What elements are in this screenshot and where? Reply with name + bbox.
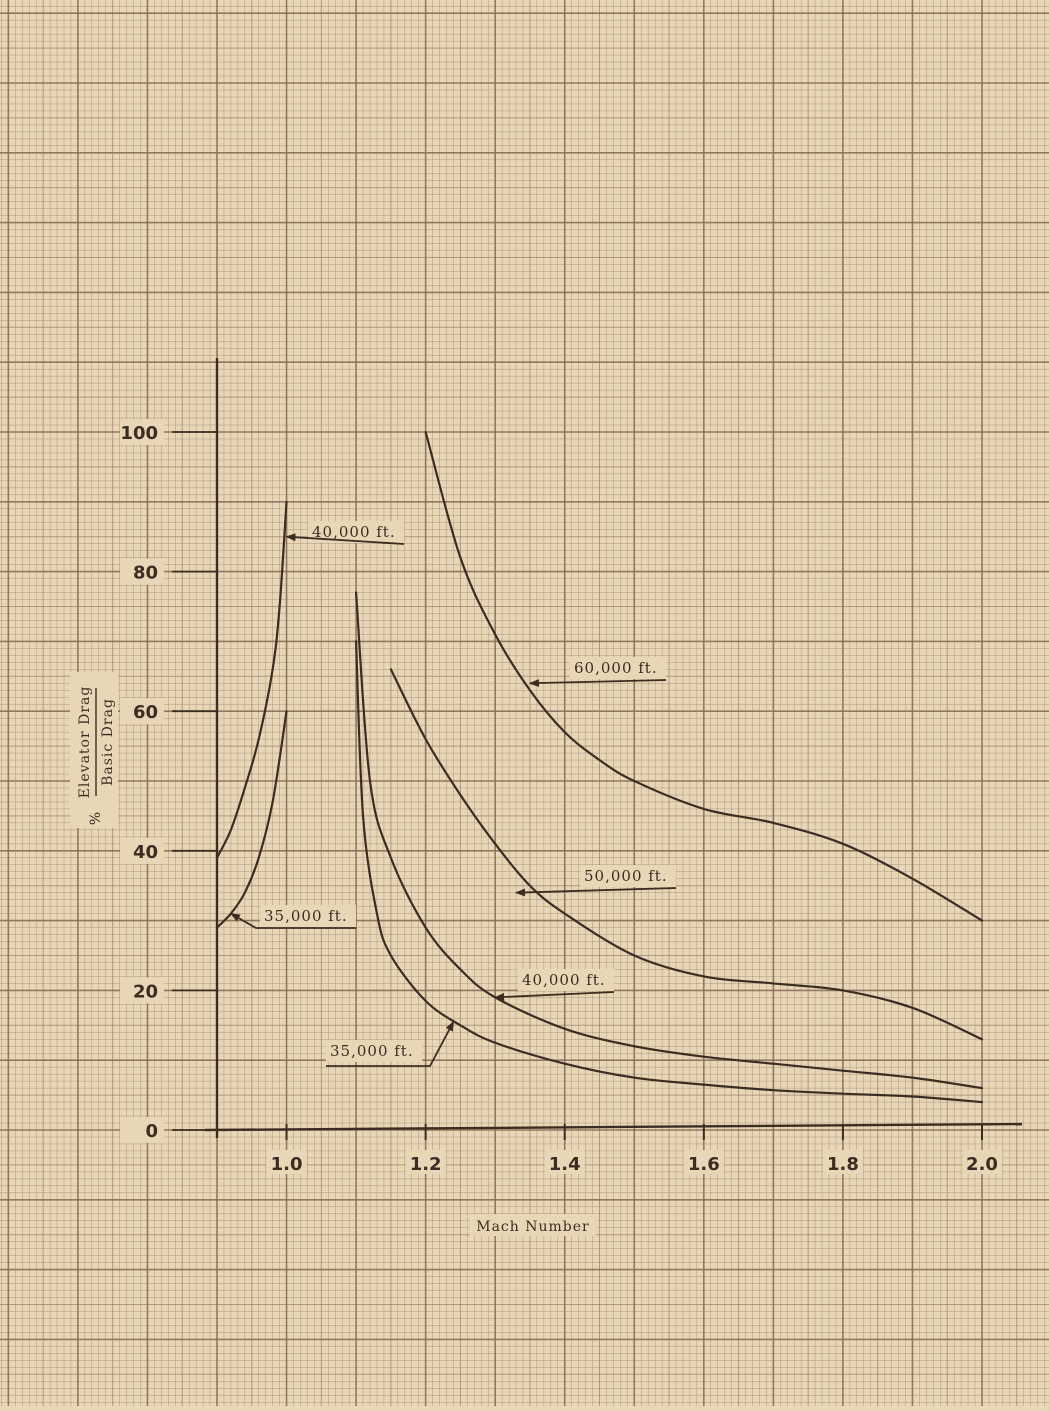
annotation-leader-line <box>230 912 356 929</box>
y-axis-title-prefix: % <box>88 811 104 825</box>
y-tick-label-bg <box>120 558 164 585</box>
x-axis-line <box>204 1122 1023 1132</box>
annotation-leader-line <box>326 1020 455 1067</box>
y-tick-label-bg <box>120 698 164 725</box>
x-tick-label: 2.0 <box>966 1154 998 1175</box>
y-axis-title-bg <box>70 672 118 828</box>
annotation-label: 35,000 ft. <box>330 1042 414 1060</box>
x-tick-label-bg <box>962 1150 1002 1174</box>
y-tick-label-bg <box>120 837 164 864</box>
series-curve-40000-ft-transonic <box>215 500 288 859</box>
annotation-label: 50,000 ft. <box>584 867 668 885</box>
annotation-leader-line <box>494 991 615 1001</box>
y-tick-label-bg <box>120 419 164 445</box>
y-tick-label: 0 <box>145 1121 158 1142</box>
x-tick-label-bg <box>266 1150 307 1174</box>
series-curve-40000-ft-supersonic <box>354 591 984 1090</box>
x-tick-label: 1.0 <box>271 1154 303 1175</box>
y-axis-title: % Elevator Drag Basic Drag <box>70 672 118 828</box>
series-curves <box>215 430 984 1104</box>
y-axis-title-numerator: Elevator Drag <box>77 686 93 799</box>
x-axis-title: Mach Number <box>476 1219 589 1235</box>
annotation-label-bg <box>326 1040 422 1062</box>
y-tick-label: 80 <box>133 563 158 584</box>
y-tick-label: 100 <box>120 423 158 444</box>
x-tick-label: 1.4 <box>549 1154 581 1175</box>
y-tick-label: 40 <box>133 842 158 863</box>
x-tick-label: 1.6 <box>688 1154 720 1175</box>
y-tick-label: 60 <box>133 702 158 723</box>
annotation-leader-line <box>515 887 677 897</box>
x-tick-label-bg <box>544 1150 585 1174</box>
annotation-label-bg <box>518 969 614 991</box>
annotation-leader-line <box>528 679 667 688</box>
series-curve-50000-ft-supersonic <box>389 668 984 1041</box>
annotation-label-bg <box>308 521 404 543</box>
x-tick-labels: 1.0 1.2 1.4 1.6 1.8 2.0 <box>266 1124 1002 1175</box>
y-tick-label-bg <box>120 977 164 1004</box>
y-tick-label: 20 <box>133 981 158 1002</box>
annotation-label: 35,000 ft. <box>264 907 348 925</box>
curve-annotations: 40,000 ft. 35,000 ft. 60,000 ft. 50,000 ft.… <box>230 521 677 1067</box>
series-curve-35000-ft-supersonic <box>354 640 984 1104</box>
y-tick-labels: 0 20 40 60 80 100 <box>120 419 217 1143</box>
annotation-label: 40,000 ft. <box>522 971 606 989</box>
axes <box>204 358 1023 1138</box>
series-curve-60000-ft-supersonic <box>424 430 984 922</box>
x-tick-label: 1.2 <box>410 1154 442 1175</box>
annotation-label-bg <box>580 865 676 887</box>
x-tick-label: 1.8 <box>827 1154 859 1175</box>
annotation-label-bg <box>570 657 666 679</box>
x-tick-label-bg <box>683 1150 724 1174</box>
y-tick-label-bg <box>120 1117 164 1143</box>
annotation-label-bg <box>260 905 356 927</box>
x-tick-label-bg <box>822 1150 863 1174</box>
annotation-label: 40,000 ft. <box>312 523 396 541</box>
y-axis-title-denominator: Basic Drag <box>100 698 116 786</box>
annotation-leader-line <box>285 533 405 545</box>
x-axis-title-bg <box>470 1214 596 1236</box>
x-tick-label-bg <box>405 1150 446 1174</box>
annotation-label: 60,000 ft. <box>574 659 658 677</box>
